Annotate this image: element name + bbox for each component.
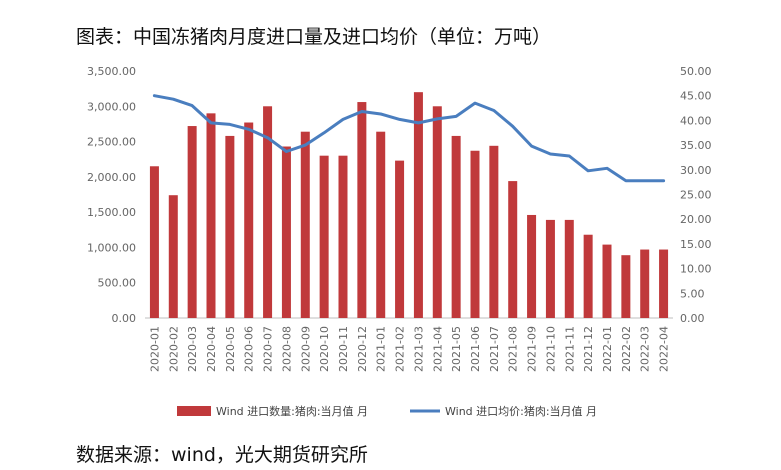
y-right-tick-label: 5.00 — [680, 287, 705, 300]
x-tick-label: 2021-03 — [412, 326, 425, 372]
x-tick-label: 2022-02 — [620, 326, 633, 372]
x-tick-label: 2022-03 — [639, 326, 652, 372]
y-right-tick-label: 10.00 — [680, 263, 712, 276]
bar — [489, 145, 499, 318]
y-axis-left: 0.00 500.00 1,000.00 1,500.00 2,000.00 2,500.… — [87, 65, 136, 325]
x-tick-label: 2020-02 — [167, 326, 180, 372]
legend: Wind 进口数量:猪肉:当月值 月 Wind 进口均价:猪肉:当月值 月 — [177, 404, 597, 418]
x-tick-label: 2021-12 — [582, 326, 595, 372]
x-tick-label: 2021-10 — [544, 326, 557, 372]
y-left-tick-label: 500.00 — [98, 277, 137, 290]
bar-series — [149, 92, 669, 319]
x-tick-label: 2021-01 — [375, 326, 388, 372]
x-tick-label: 2021-06 — [469, 326, 482, 372]
y-right-tick-label: 20.00 — [680, 213, 712, 226]
bar — [357, 102, 367, 319]
y-right-tick-label: 45.00 — [680, 90, 712, 103]
x-tick-label: 2021-07 — [488, 326, 501, 372]
bar — [564, 219, 574, 318]
line-series — [152, 94, 666, 183]
y-left-tick-label: 1,000.00 — [87, 241, 136, 254]
x-tick-label: 2021-11 — [563, 326, 576, 372]
bar — [413, 92, 423, 319]
y-left-tick-label: 2,500.00 — [87, 136, 136, 149]
x-tick-label: 2020-09 — [299, 326, 312, 372]
x-tick-label: 2020-04 — [205, 326, 218, 372]
bar — [225, 135, 235, 318]
bar — [451, 135, 461, 318]
legend-swatch-bar — [177, 406, 211, 416]
y-left-tick-label: 3,000.00 — [87, 100, 136, 113]
y-right-tick-label: 25.00 — [680, 189, 712, 202]
bar — [583, 234, 593, 318]
bar — [187, 126, 197, 318]
bar — [149, 166, 159, 318]
bar — [395, 160, 405, 318]
bar — [319, 155, 329, 318]
y-left-tick-label: 1,500.00 — [87, 206, 136, 219]
bar — [621, 255, 631, 318]
x-tick-label: 2020-05 — [224, 326, 237, 372]
bar — [168, 195, 178, 318]
y-left-tick-label: 0.00 — [112, 312, 137, 325]
x-tick-label: 2020-03 — [186, 326, 199, 372]
y-right-tick-label: 35.00 — [680, 139, 712, 152]
bar — [376, 131, 386, 318]
legend-label-bar: Wind 进口数量:猪肉:当月值 月 — [216, 404, 368, 418]
y-left-tick-label: 2,000.00 — [87, 171, 136, 184]
bar — [263, 106, 273, 319]
bar — [545, 219, 555, 318]
x-tick-label: 2022-01 — [601, 326, 614, 372]
x-tick-label: 2020-07 — [262, 326, 275, 372]
bar — [338, 155, 348, 318]
x-tick-label: 2021-04 — [431, 326, 444, 372]
x-tick-label: 2021-05 — [450, 326, 463, 372]
x-tick-label: 2020-01 — [148, 326, 161, 372]
bar — [470, 150, 480, 318]
y-right-tick-label: 50.00 — [680, 65, 712, 78]
y-axis-right: 0.00 5.00 10.00 15.00 20.00 25.00 30.00 35.00 40… — [680, 65, 712, 325]
y-right-tick-label: 40.00 — [680, 114, 712, 127]
bar — [432, 106, 442, 319]
bar — [281, 146, 291, 318]
x-tick-label: 2021-09 — [526, 326, 539, 372]
x-tick-label: 2020-11 — [337, 326, 350, 372]
y-left-tick-label: 3,500.00 — [87, 65, 136, 78]
x-tick-label: 2021-08 — [507, 326, 520, 372]
bar — [527, 214, 537, 318]
legend-label-line: Wind 进口均价:猪肉:当月值 月 — [445, 404, 597, 418]
bar — [659, 249, 669, 318]
x-tick-label: 2021-02 — [394, 326, 407, 372]
x-tick-label: 2020-06 — [243, 326, 256, 372]
x-tick-label: 2020-10 — [318, 326, 331, 372]
y-right-tick-label: 30.00 — [680, 164, 712, 177]
line-path — [152, 94, 666, 183]
bar — [640, 249, 650, 318]
x-tick-label: 2020-08 — [280, 326, 293, 372]
bar — [602, 244, 612, 318]
y-right-tick-label: 0.00 — [680, 312, 705, 325]
bar — [206, 113, 216, 318]
x-tick-label: 2020-12 — [356, 326, 369, 372]
bar — [300, 131, 310, 318]
bar — [244, 122, 254, 318]
x-tick-label: 2022-04 — [658, 326, 671, 372]
bar — [508, 181, 518, 318]
chart-title: 图表：中国冻猪肉月度进口量及进口均价（单位：万吨） — [76, 26, 552, 48]
x-axis-labels: 2020-01 2020-02 2020-03 2020-04 2020-05 2020-… — [148, 326, 670, 372]
y-right-tick-label: 15.00 — [680, 238, 712, 251]
source-note: 数据来源：wind，光大期货研究所 — [76, 444, 368, 466]
